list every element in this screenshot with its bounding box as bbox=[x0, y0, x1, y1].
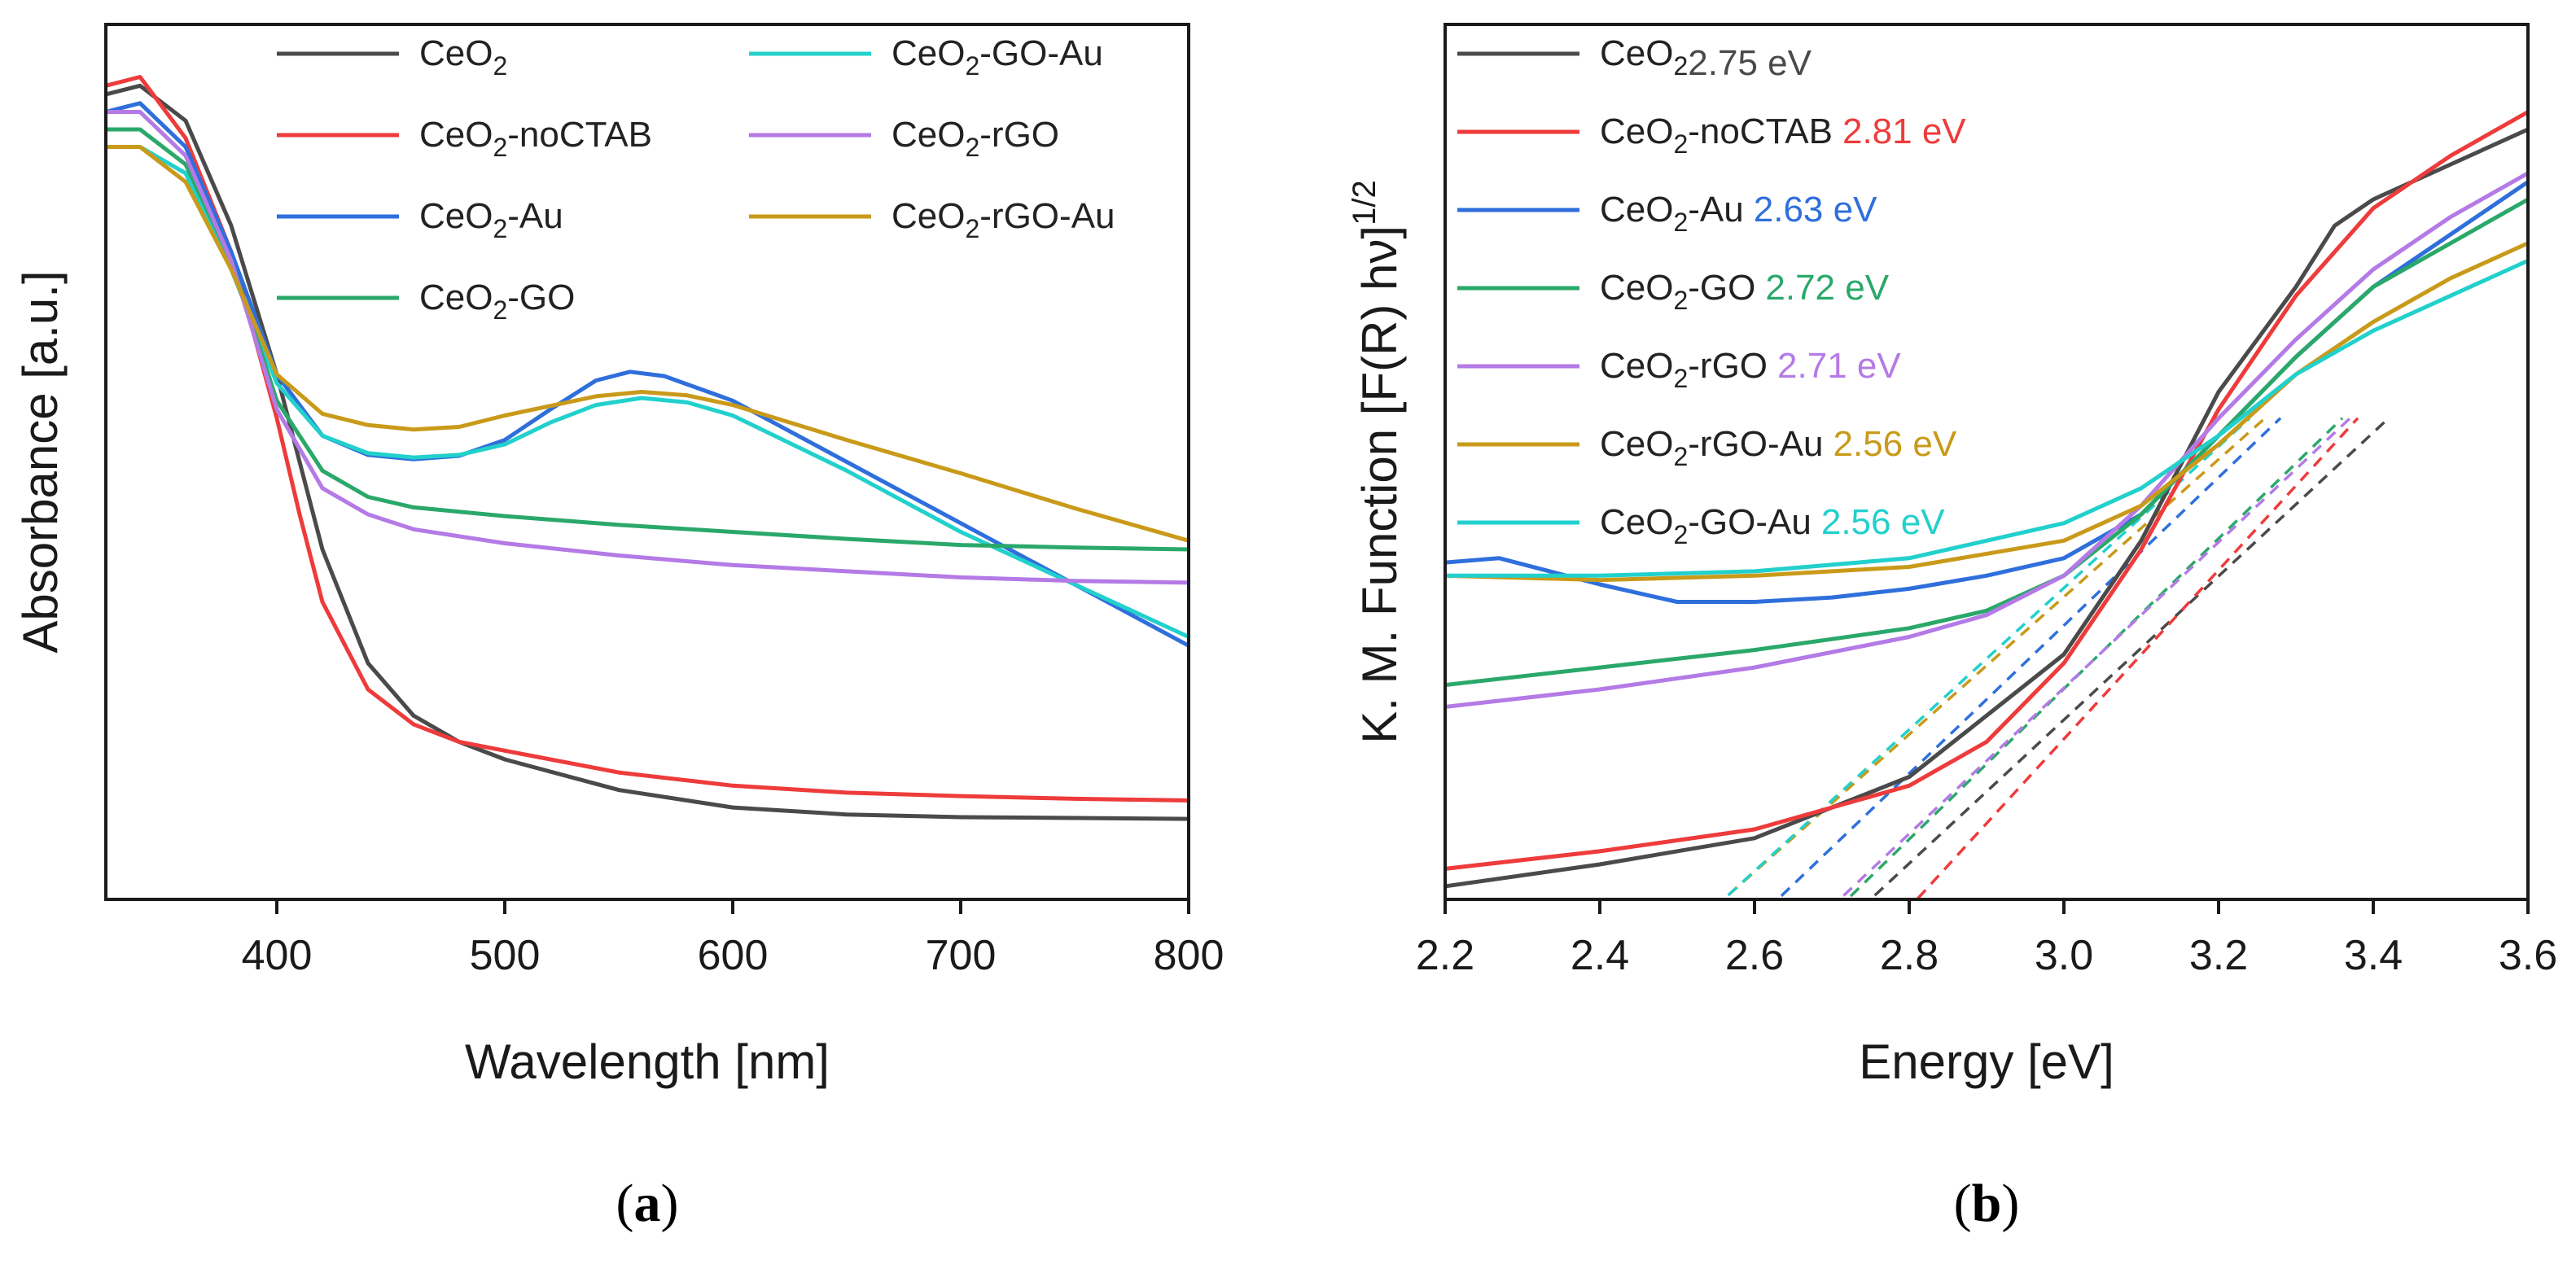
legend-label: CeO2-rGO bbox=[892, 115, 1059, 162]
series-line-ceo2 bbox=[106, 83, 1189, 821]
legend-item-ceo2-go-au: CeO2-GO-Au bbox=[749, 33, 1103, 81]
series-line-ceo2-rgo bbox=[1445, 171, 2528, 709]
y-axis-label: Absorbance [a.u.] bbox=[13, 270, 68, 653]
tangent-line-ceo2-au bbox=[1775, 417, 2282, 899]
legend-label: CeO2-GO bbox=[419, 278, 575, 325]
x-tick-label: 500 bbox=[470, 932, 541, 979]
x-tick-label: 2.6 bbox=[1725, 932, 1784, 979]
legend-item-ceo2: CeO2 bbox=[277, 33, 507, 81]
plot-frame bbox=[104, 23, 1190, 901]
tangent-line-ceo2 bbox=[1868, 417, 2390, 899]
tangent-line-ceo2-go-au bbox=[1721, 417, 2251, 899]
series-line-ceo2 bbox=[1445, 127, 2528, 889]
legend-label: CeO2-noCTAB bbox=[419, 115, 652, 162]
legend-label: CeO2-rGO 2.71 eV bbox=[1600, 346, 1901, 393]
x-tick-label: 3.0 bbox=[2035, 932, 2093, 979]
legend-label: CeO2 bbox=[419, 33, 507, 81]
legend-label: CeO2-GO-Au 2.56 eV bbox=[1600, 502, 1945, 549]
series-line-ceo2-go bbox=[1445, 197, 2528, 688]
x-axis-label: Energy [eV] bbox=[1859, 1034, 2114, 1089]
series-line-ceo2-noctab bbox=[106, 75, 1189, 803]
tangent-line-ceo2-rgo bbox=[1837, 417, 2351, 899]
band-gap-value: 2.71 eV bbox=[1777, 346, 1901, 386]
panel-label: (a) bbox=[616, 1174, 679, 1233]
x-tick-label: 600 bbox=[698, 932, 769, 979]
series-line-ceo2-rgo-au bbox=[106, 145, 1189, 543]
x-tick-label: 800 bbox=[1154, 932, 1224, 979]
x-tick-label: 2.4 bbox=[1571, 932, 1629, 979]
legend-item-ceo2-go-au: CeO2-GO-Au 2.56 eV bbox=[1457, 502, 1945, 549]
legend-item-ceo2-rgo-au: CeO2-rGO-Au bbox=[749, 196, 1115, 243]
x-tick-label: 700 bbox=[926, 932, 997, 979]
panel-label: (b) bbox=[1954, 1174, 2020, 1233]
band-gap-value: 2.56 eV bbox=[1833, 424, 1957, 464]
band-gap-value: 2.63 eV bbox=[1754, 190, 1877, 230]
band-gap-value: 2.75 eV bbox=[1688, 43, 1812, 83]
legend-item-ceo2-noctab: CeO2-noCTAB bbox=[277, 115, 652, 162]
x-tick-label: 3.6 bbox=[2499, 932, 2557, 979]
legend-label: CeO2-GO-Au bbox=[892, 33, 1103, 81]
x-tick-label: 400 bbox=[242, 932, 313, 979]
legend-label: CeO2-Au 2.63 eV bbox=[1600, 190, 1877, 237]
legend-item-ceo2-noctab: CeO2-noCTAB 2.81 eV bbox=[1457, 112, 1966, 159]
panel-b-km-function-chart: 2.2 2.4 2.6 2.8 3.0 3.2 3.4 3.6 Energy [eV] K. M.… bbox=[1347, 23, 2557, 1233]
legend-item-ceo2-go: CeO2-GO 2.72 eV bbox=[1457, 268, 1890, 315]
legend-item-ceo2-go: CeO2-GO bbox=[277, 278, 575, 325]
band-gap-value: 2.72 eV bbox=[1765, 268, 1889, 308]
plot-frame bbox=[1444, 23, 2530, 901]
x-tick-label: 2.2 bbox=[1416, 932, 1474, 979]
x-tick-label: 2.8 bbox=[1880, 932, 1939, 979]
legend-label: CeO22.75 eV bbox=[1600, 33, 1812, 83]
legend-label: CeO2-GO 2.72 eV bbox=[1600, 268, 1890, 315]
x-tick-label: 3.2 bbox=[2189, 932, 2248, 979]
series-line-ceo2-rgo bbox=[106, 110, 1189, 585]
panel-a-absorbance-chart: 400 500 600 700 800 Wavelength [nm] Absorbance… bbox=[13, 23, 1224, 1233]
legend-label: CeO2-rGO-Au bbox=[892, 196, 1115, 243]
series-line-ceo2-go bbox=[106, 127, 1189, 552]
legend: CeO2 CeO2-noCTAB CeO2-Au CeO2-GO-Au CeO2-GO C… bbox=[277, 33, 1115, 325]
legend-item-ceo2-au: CeO2-Au 2.63 eV bbox=[1457, 190, 1877, 237]
tangent-line-ceo2-rgo-au bbox=[1721, 417, 2267, 899]
y-axis-label: K. M. Function [F(R) hν]1/2 bbox=[1347, 180, 1407, 743]
legend-item-ceo2-au: CeO2-Au bbox=[277, 196, 563, 243]
series-line-ceo2-noctab bbox=[1445, 110, 2528, 871]
series-line-ceo2-go-au bbox=[1445, 259, 2528, 578]
legend-item-ceo2-rgo: CeO2-rGO 2.71 eV bbox=[1457, 346, 1901, 393]
legend-item-ceo2: CeO22.75 eV bbox=[1457, 33, 1812, 83]
legend-item-ceo2-rgo: CeO2-rGO bbox=[749, 115, 1059, 162]
x-axis-label: Wavelength [nm] bbox=[465, 1034, 830, 1089]
band-gap-value: 2.56 eV bbox=[1821, 502, 1945, 542]
series-line-ceo2-au bbox=[106, 101, 1189, 648]
legend-label: CeO2-Au bbox=[419, 196, 563, 243]
legend-label: CeO2-noCTAB 2.81 eV bbox=[1600, 112, 1966, 159]
band-gap-value: 2.81 eV bbox=[1842, 112, 1966, 151]
tangent-line-ceo2-noctab bbox=[1915, 417, 2359, 899]
legend-label: CeO2-rGO-Au 2.56 eV bbox=[1600, 424, 1957, 471]
legend-item-ceo2-rgo-au: CeO2-rGO-Au 2.56 eV bbox=[1457, 424, 1957, 471]
legend: CeO22.75 eV CeO2-noCTAB 2.81 eV CeO2-Au 2.63… bbox=[1457, 33, 1966, 549]
series-line-ceo2-rgo-au bbox=[1445, 241, 2528, 583]
x-tick-label: 3.4 bbox=[2344, 932, 2403, 979]
